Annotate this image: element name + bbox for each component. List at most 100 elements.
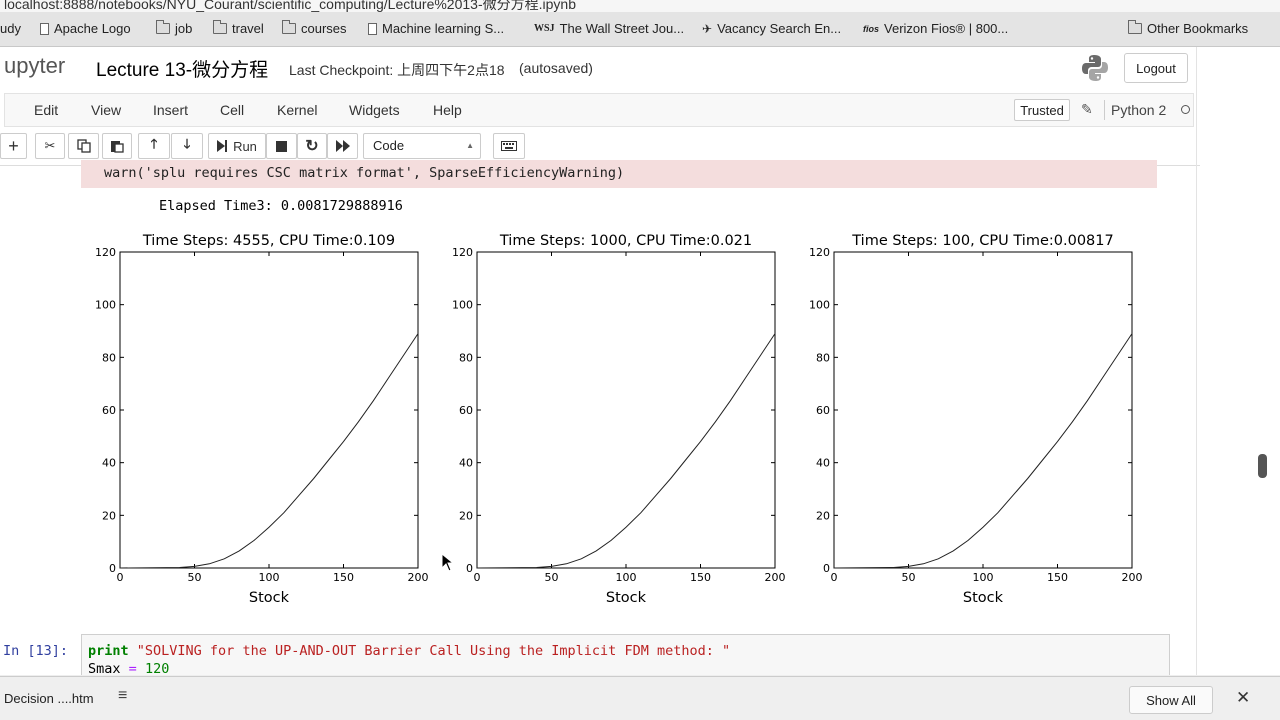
y-tick-label: 80 bbox=[459, 351, 473, 364]
bookmark-apache-logo[interactable]: Apache Logo bbox=[40, 21, 131, 36]
step-forward-icon bbox=[217, 140, 228, 152]
y-tick-label: 0 bbox=[109, 562, 116, 575]
chart-title: Time Steps: 1000, CPU Time:0.021 bbox=[499, 233, 752, 249]
menu-cell[interactable]: Cell bbox=[220, 102, 245, 118]
x-tick-label: 200 bbox=[1122, 571, 1143, 584]
verizon-icon: fios bbox=[863, 23, 880, 34]
plus-icon: + bbox=[8, 135, 19, 156]
menu-kernel[interactable]: Kernel bbox=[277, 102, 318, 118]
trusted-indicator[interactable]: Trusted bbox=[1014, 99, 1070, 121]
code-cell[interactable]: In [13]: print "SOLVING for the UP-AND-O… bbox=[0, 634, 1200, 675]
notebook-header: upyter Lecture 13-微分方程 Last Checkpoint: … bbox=[0, 47, 1280, 87]
code-line-2: Smax = 120 bbox=[88, 661, 170, 675]
code-editor[interactable]: print "SOLVING for the UP-AND-OUT Barrie… bbox=[81, 634, 1170, 675]
bookmark-udy[interactable]: udy bbox=[0, 21, 21, 36]
y-tick-label: 40 bbox=[459, 457, 473, 470]
cell-type-value: Code bbox=[373, 138, 405, 153]
close-icon[interactable]: ✕ bbox=[1236, 688, 1251, 707]
interrupt-button[interactable] bbox=[266, 133, 297, 159]
stop-icon bbox=[276, 140, 287, 152]
x-axis-label: Stock bbox=[606, 590, 647, 606]
jupyter-logo[interactable]: upyter bbox=[4, 53, 66, 78]
bookmark-vacancy-search[interactable]: ✈ Vacancy Search En... bbox=[702, 21, 842, 36]
x-tick-label: 50 bbox=[545, 571, 559, 584]
keyboard-icon bbox=[501, 141, 517, 151]
y-tick-label: 100 bbox=[95, 299, 116, 312]
x-tick-label: 0 bbox=[474, 571, 481, 584]
menu-edit[interactable]: Edit bbox=[34, 102, 59, 118]
x-axis-label: Stock bbox=[249, 590, 290, 606]
y-tick-label: 0 bbox=[823, 562, 830, 575]
bookmark-verizon[interactable]: fios Verizon Fios® | 800... bbox=[863, 21, 1009, 36]
restart-run-all-button[interactable] bbox=[327, 133, 358, 159]
copy-button[interactable] bbox=[68, 133, 99, 159]
scrollbar-thumb[interactable] bbox=[1258, 454, 1267, 478]
y-tick-label: 120 bbox=[452, 246, 473, 259]
last-checkpoint: Last Checkpoint: 上周四下午2点18 bbox=[289, 62, 505, 78]
x-tick-label: 150 bbox=[333, 571, 354, 584]
code-line-1: print "SOLVING for the UP-AND-OUT Barrie… bbox=[88, 643, 731, 659]
menu-view[interactable]: View bbox=[91, 102, 122, 118]
warning-text: warn('splu requires CSC matrix format', … bbox=[104, 165, 625, 181]
y-tick-label: 20 bbox=[816, 509, 830, 522]
x-axis-label: Stock bbox=[963, 590, 1004, 606]
kernel-name: Python 2 bbox=[1111, 102, 1167, 118]
run-button[interactable]: Run bbox=[208, 133, 266, 159]
bookmark-wsj[interactable]: WSJ The Wall Street Jou... bbox=[534, 21, 685, 36]
fast-forward-icon bbox=[335, 140, 350, 152]
y-tick-label: 0 bbox=[466, 562, 473, 575]
y-tick-label: 60 bbox=[102, 404, 116, 417]
paste-button[interactable] bbox=[102, 133, 132, 159]
series-line bbox=[476, 333, 776, 569]
input-prompt: In [13]: bbox=[3, 643, 69, 659]
plot-area bbox=[833, 251, 1133, 569]
logout-button[interactable]: Logout bbox=[1124, 53, 1188, 83]
plot-area bbox=[119, 251, 419, 569]
move-down-button[interactable]: 🡓 bbox=[171, 133, 203, 159]
bookmark-courses[interactable]: courses bbox=[282, 20, 347, 36]
restart-icon: ↻ bbox=[305, 138, 319, 155]
chart-2: Time Steps: 1000, CPU Time:0.021 0 50 100 15… bbox=[452, 233, 786, 606]
x-tick-label: 200 bbox=[408, 571, 429, 584]
arrow-down-icon: 🡓 bbox=[183, 136, 191, 151]
kernel-status-icon bbox=[1181, 105, 1190, 114]
y-tick-label: 40 bbox=[102, 457, 116, 470]
x-tick-label: 150 bbox=[1047, 571, 1068, 584]
cut-button[interactable]: ✂ bbox=[35, 133, 65, 159]
pencil-icon[interactable]: ✎ bbox=[1081, 101, 1093, 117]
y-tick-label: 80 bbox=[102, 351, 116, 364]
y-tick-label: 20 bbox=[459, 509, 473, 522]
y-tick-label: 60 bbox=[459, 404, 473, 417]
menu-help[interactable]: Help bbox=[433, 102, 462, 118]
bookmark-job[interactable]: job bbox=[156, 20, 192, 36]
autosave-status: (autosaved) bbox=[519, 60, 593, 76]
menu-insert[interactable]: Insert bbox=[153, 102, 189, 118]
move-up-button[interactable]: 🡑 bbox=[138, 133, 170, 159]
url-text: localhost:8888/notebooks/NYU_Courant/sci… bbox=[4, 0, 576, 12]
restart-button[interactable]: ↻ bbox=[297, 133, 327, 159]
menu-widgets[interactable]: Widgets bbox=[349, 102, 400, 118]
plot-output: Time Steps: 4555, CPU Time:0.109 0 50 100 15… bbox=[0, 222, 1200, 612]
command-palette-button[interactable] bbox=[493, 133, 525, 159]
other-bookmarks[interactable]: Other Bookmarks bbox=[1128, 20, 1248, 36]
address-bar[interactable]: localhost:8888/notebooks/NYU_Courant/sci… bbox=[0, 0, 1280, 12]
arrow-up-icon: 🡑 bbox=[150, 136, 158, 151]
page-icon bbox=[40, 22, 49, 35]
x-tick-label: 100 bbox=[973, 571, 994, 584]
show-all-button[interactable]: Show All bbox=[1129, 686, 1213, 714]
notebook-page: upyter Lecture 13-微分方程 Last Checkpoint: … bbox=[0, 47, 1280, 675]
notebook-title[interactable]: Lecture 13-微分方程 bbox=[96, 60, 269, 81]
plot-area bbox=[476, 251, 776, 569]
chart-title: Time Steps: 100, CPU Time:0.00817 bbox=[851, 233, 1113, 249]
download-options-icon[interactable]: ≡ bbox=[118, 687, 128, 704]
chart-1: Time Steps: 4555, CPU Time:0.109 0 50 100 15… bbox=[95, 233, 429, 606]
downloads-bar: Decision ....htm ≡ Show All ✕ bbox=[0, 676, 1280, 720]
bookmark-machine-learning[interactable]: Machine learning S... bbox=[368, 21, 504, 36]
insert-cell-button[interactable]: + bbox=[0, 133, 27, 159]
stderr-output: warn('splu requires CSC matrix format', … bbox=[81, 160, 1157, 188]
y-tick-label: 100 bbox=[809, 299, 830, 312]
bookmark-travel[interactable]: travel bbox=[213, 20, 264, 36]
x-tick-label: 0 bbox=[831, 571, 838, 584]
download-item[interactable]: Decision ....htm bbox=[4, 691, 94, 706]
cell-type-select[interactable]: Code ▲▼ bbox=[363, 133, 481, 174]
